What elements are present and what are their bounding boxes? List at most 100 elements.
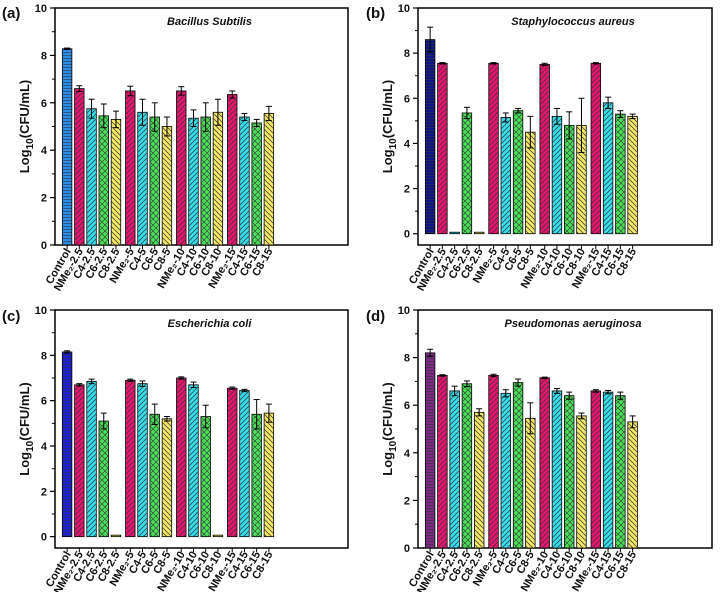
bar-hatch xyxy=(264,113,274,245)
bar-hatch xyxy=(576,415,587,548)
bar-hatch xyxy=(539,377,550,548)
bar-hatch xyxy=(188,384,199,537)
bar-hatch xyxy=(525,418,536,548)
bar-hatch xyxy=(149,117,160,245)
bar-hatch xyxy=(564,125,574,234)
y-tick-label: 8 xyxy=(41,50,47,62)
y-axis-title: Log10(CFU/mL) xyxy=(380,382,399,475)
y-tick-label: 2 xyxy=(41,486,47,498)
bar-hatch xyxy=(501,117,511,234)
bar xyxy=(449,231,460,235)
y-tick-label: 10 xyxy=(35,305,47,317)
y-tick-label: 4 xyxy=(41,145,48,157)
bar-hatch xyxy=(603,392,613,548)
bar-hatch xyxy=(200,117,211,245)
panel-label: (c) xyxy=(2,308,20,325)
bar-hatch xyxy=(462,112,472,234)
y-tick-label: 4 xyxy=(41,441,48,453)
y-axis-title: Log10(CFU/mL) xyxy=(17,80,36,173)
bar-hatch xyxy=(591,63,601,234)
bar-hatch xyxy=(213,112,223,245)
chart-title: Staphylococcus aureus xyxy=(511,16,635,28)
bar-hatch xyxy=(137,383,148,537)
bar-hatch xyxy=(62,351,72,537)
y-axis-title-main: Log xyxy=(17,452,32,476)
bar-hatch xyxy=(149,414,160,537)
bar-hatch xyxy=(449,390,460,548)
y-tick-label: 10 xyxy=(35,3,47,15)
y-tick-label: 2 xyxy=(41,193,47,205)
panel-label: (d) xyxy=(366,308,385,325)
bar-hatch xyxy=(239,117,250,245)
bar-hatch xyxy=(474,412,484,548)
bar-hatch xyxy=(162,126,172,245)
y-axis-title-sub: 10 xyxy=(388,138,399,150)
y-tick-label: 0 xyxy=(404,229,410,241)
y-tick-label: 8 xyxy=(404,353,410,365)
bar-hatch xyxy=(74,384,85,537)
bar-hatch xyxy=(251,414,262,537)
bar-hatch xyxy=(513,382,523,548)
bar-hatch xyxy=(437,63,448,234)
chart-title: Pseudomonas aeruginosa xyxy=(505,318,642,330)
plot-frame xyxy=(417,7,713,246)
y-axis-title-tail: (CFU/mL) xyxy=(380,382,395,441)
y-tick-label: 0 xyxy=(41,240,47,252)
bar-hatch xyxy=(627,116,638,234)
bar-hatch xyxy=(227,388,237,537)
bar-hatch xyxy=(162,418,172,537)
panel-label: (b) xyxy=(366,5,385,22)
bar-hatch xyxy=(525,132,536,234)
bar-hatch xyxy=(111,119,121,245)
bar-hatch xyxy=(62,48,72,245)
bar-hatch xyxy=(513,110,523,234)
y-axis-title-tail: (CFU/mL) xyxy=(17,382,32,441)
bar-hatch xyxy=(176,90,187,245)
y-axis-title-tail: (CFU/mL) xyxy=(17,80,32,139)
bar-hatch xyxy=(74,88,85,245)
y-axis-title-sub: 10 xyxy=(388,440,399,452)
panel-label: (a) xyxy=(2,5,20,22)
y-tick-label: 6 xyxy=(404,93,410,105)
bar-hatch xyxy=(564,395,574,548)
bar xyxy=(212,534,224,538)
bar-hatch xyxy=(462,383,472,548)
bar-hatch xyxy=(137,112,148,245)
bar-hatch xyxy=(86,108,97,245)
y-tick-label: 6 xyxy=(41,98,47,110)
bar-hatch xyxy=(603,102,613,234)
chart-title: Bacillus Subtilis xyxy=(167,16,252,28)
bar-hatch xyxy=(176,378,187,537)
y-axis-title-sub: 10 xyxy=(25,440,36,452)
bar-hatch xyxy=(86,381,97,537)
bar-hatch xyxy=(576,125,587,234)
bar-hatch xyxy=(98,421,109,537)
y-axis-title-sub: 10 xyxy=(25,138,36,150)
plot-frame xyxy=(54,309,349,549)
bar-hatch xyxy=(239,390,250,537)
bar xyxy=(110,534,122,538)
y-tick-label: 4 xyxy=(404,138,411,150)
bar-hatch xyxy=(615,114,626,234)
bar-hatch xyxy=(125,380,136,537)
bar-hatch xyxy=(227,94,237,245)
y-tick-label: 8 xyxy=(404,48,410,60)
bar-hatch xyxy=(539,64,550,234)
bar-hatch xyxy=(437,375,448,548)
y-tick-label: 10 xyxy=(398,3,410,15)
y-axis-title-main: Log xyxy=(17,149,32,173)
bar-hatch xyxy=(552,390,562,548)
y-tick-label: 6 xyxy=(41,396,47,408)
bar-hatch xyxy=(425,352,435,548)
bar-hatch xyxy=(615,395,626,548)
bar-hatch xyxy=(488,375,499,548)
bar-hatch xyxy=(501,393,511,548)
bar-hatch xyxy=(591,390,601,548)
y-tick-label: 0 xyxy=(404,543,410,555)
